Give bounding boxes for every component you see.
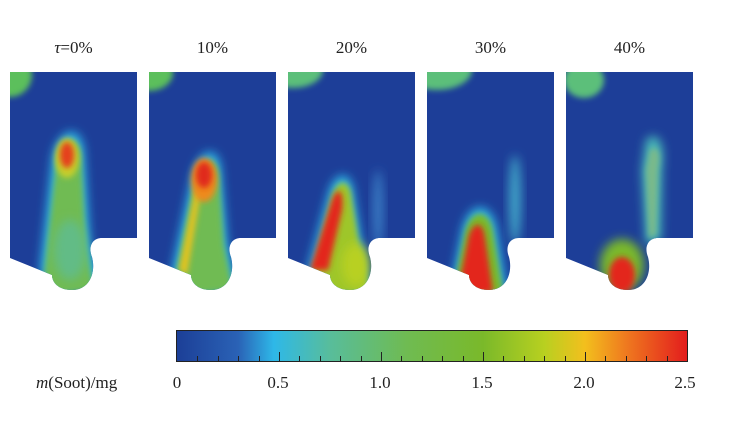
tick-label: 2.5 xyxy=(674,373,696,392)
colorbar-tick xyxy=(319,356,321,361)
colorbar-tick xyxy=(666,356,668,361)
panel-label-10: 10% xyxy=(196,38,229,57)
tick-label: 0.5 xyxy=(267,373,289,392)
tau-symbol: τ xyxy=(54,38,61,57)
colorbar-tick xyxy=(421,356,423,361)
panel-label-0: τ=0% xyxy=(10,38,137,58)
colorbar-tick xyxy=(197,356,199,361)
colorbar-tick xyxy=(258,356,260,361)
colorbar-label-unit: (Soot)/mg xyxy=(48,373,118,392)
colorbar-tick xyxy=(442,356,444,361)
soot-contour-10 xyxy=(149,72,276,290)
colorbar-label: m(Soot)/mg xyxy=(36,373,117,393)
panel-label-30: 30% xyxy=(474,38,507,57)
colorbar-tick xyxy=(483,352,484,361)
colorbar-tick xyxy=(381,352,382,361)
colorbar-tick xyxy=(503,356,505,361)
colorbar-tick xyxy=(279,352,280,361)
tick-label: 1.0 xyxy=(369,373,391,392)
tick-label: 0 xyxy=(172,373,182,392)
tick-label: 2.0 xyxy=(573,373,595,392)
colorbar-tick xyxy=(299,356,301,361)
colorbar-tick xyxy=(625,356,627,361)
colorbar-tick xyxy=(585,352,586,361)
panel-label-20: 20% xyxy=(335,38,368,57)
colorbar-tick xyxy=(238,356,240,361)
colorbar-tick xyxy=(646,356,648,361)
panel-label-40: 40% xyxy=(613,38,646,57)
soot-contour-40 xyxy=(566,72,693,290)
colorbar-label-var: m xyxy=(36,373,49,392)
tick-label: 1.5 xyxy=(471,373,493,392)
soot-contour-20 xyxy=(288,72,415,290)
soot-contour-0 xyxy=(10,72,137,290)
colorbar-tick xyxy=(564,356,566,361)
colorbar-tick xyxy=(360,356,362,361)
colorbar xyxy=(176,330,688,362)
colorbar-tick xyxy=(523,356,525,361)
colorbar-tick xyxy=(462,356,464,361)
panel-label-text: =0% xyxy=(60,38,93,57)
colorbar-tick xyxy=(605,356,607,361)
colorbar-tick xyxy=(401,356,403,361)
colorbar-tick xyxy=(544,356,546,361)
colorbar-tick xyxy=(340,356,342,361)
soot-contour-30 xyxy=(427,72,554,290)
colorbar-tick xyxy=(217,356,219,361)
